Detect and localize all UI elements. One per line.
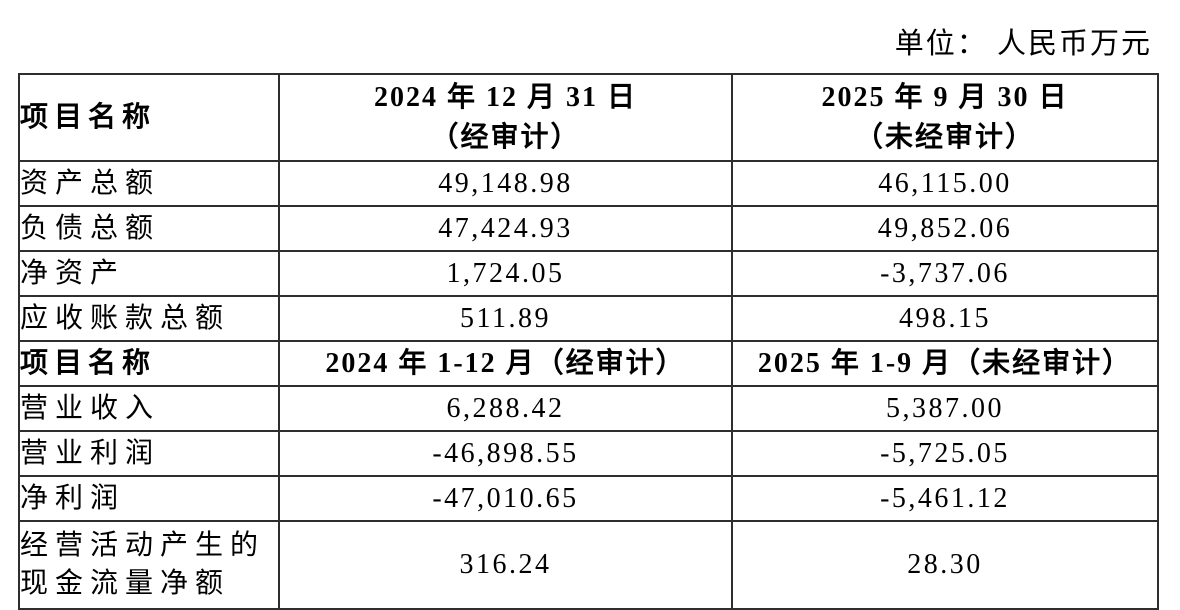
table-row-operating-profit: 营业利润 -46,898.55 -5,725.05 [18,430,1159,477]
value-2025: 49,852.06 [731,205,1159,252]
value-2025: -5,461.12 [731,475,1159,522]
value-2025: 28.30 [731,520,1159,610]
table-row-total-liabilities: 负债总额 47,424.93 49,852.06 [18,205,1159,252]
table-row-accounts-receivable: 应收账款总额 511.89 498.15 [18,295,1159,342]
value-2025: -3,737.06 [731,250,1159,297]
header-period-2024: 2024 年 1-12 月（经审计） [278,340,733,387]
metric-label: 净利润 [18,475,280,522]
value-2024: 1,724.05 [278,250,733,297]
table-row-net-profit: 净利润 -47,010.65 -5,461.12 [18,475,1159,522]
financial-summary-table: 项目名称 2024 年 12 月 31 日 （经审计） 2025 年 9 月 3… [18,73,1159,610]
metric-label: 营业利润 [18,430,280,477]
value-2024: -47,010.65 [278,475,733,522]
unit-label: 单位： 人民币万元 [894,28,1152,60]
value-2024: -46,898.55 [278,430,733,477]
metric-label: 营业收入 [18,385,280,432]
value-2024: 49,148.98 [278,160,733,207]
value-2025: 498.15 [731,295,1159,342]
metric-label: 负债总额 [18,205,280,252]
header-date-2025: 2025 年 9 月 30 日 （未经审计） [731,73,1159,162]
value-2024: 6,288.42 [278,385,733,432]
table-row-operating-revenue: 营业收入 6,288.42 5,387.00 [18,385,1159,432]
value-2025: -5,725.05 [731,430,1159,477]
header-period-2025: 2025 年 1-9 月（未经审计） [731,340,1159,387]
header-date-2024: 2024 年 12 月 31 日 （经审计） [278,73,733,162]
table-row-operating-cash-flow: 经营活动产生的 现金流量净额 316.24 28.30 [18,520,1159,610]
value-2024: 511.89 [278,295,733,342]
table-row-header-income: 项目名称 2024 年 1-12 月（经审计） 2025 年 1-9 月（未经审… [18,340,1159,387]
metric-label: 应收账款总额 [18,295,280,342]
metric-label: 经营活动产生的 现金流量净额 [18,520,280,610]
header-item-name: 项目名称 [18,73,280,162]
metric-label: 净资产 [18,250,280,297]
table-row-header-balance: 项目名称 2024 年 12 月 31 日 （经审计） 2025 年 9 月 3… [18,73,1159,162]
value-2025: 5,387.00 [731,385,1159,432]
table-row-net-assets: 净资产 1,724.05 -3,737.06 [18,250,1159,297]
value-2024: 47,424.93 [278,205,733,252]
metric-label: 资产总额 [18,160,280,207]
table-row-total-assets: 资产总额 49,148.98 46,115.00 [18,160,1159,207]
value-2024: 316.24 [278,520,733,610]
header-item-name: 项目名称 [18,340,280,387]
value-2025: 46,115.00 [731,160,1159,207]
